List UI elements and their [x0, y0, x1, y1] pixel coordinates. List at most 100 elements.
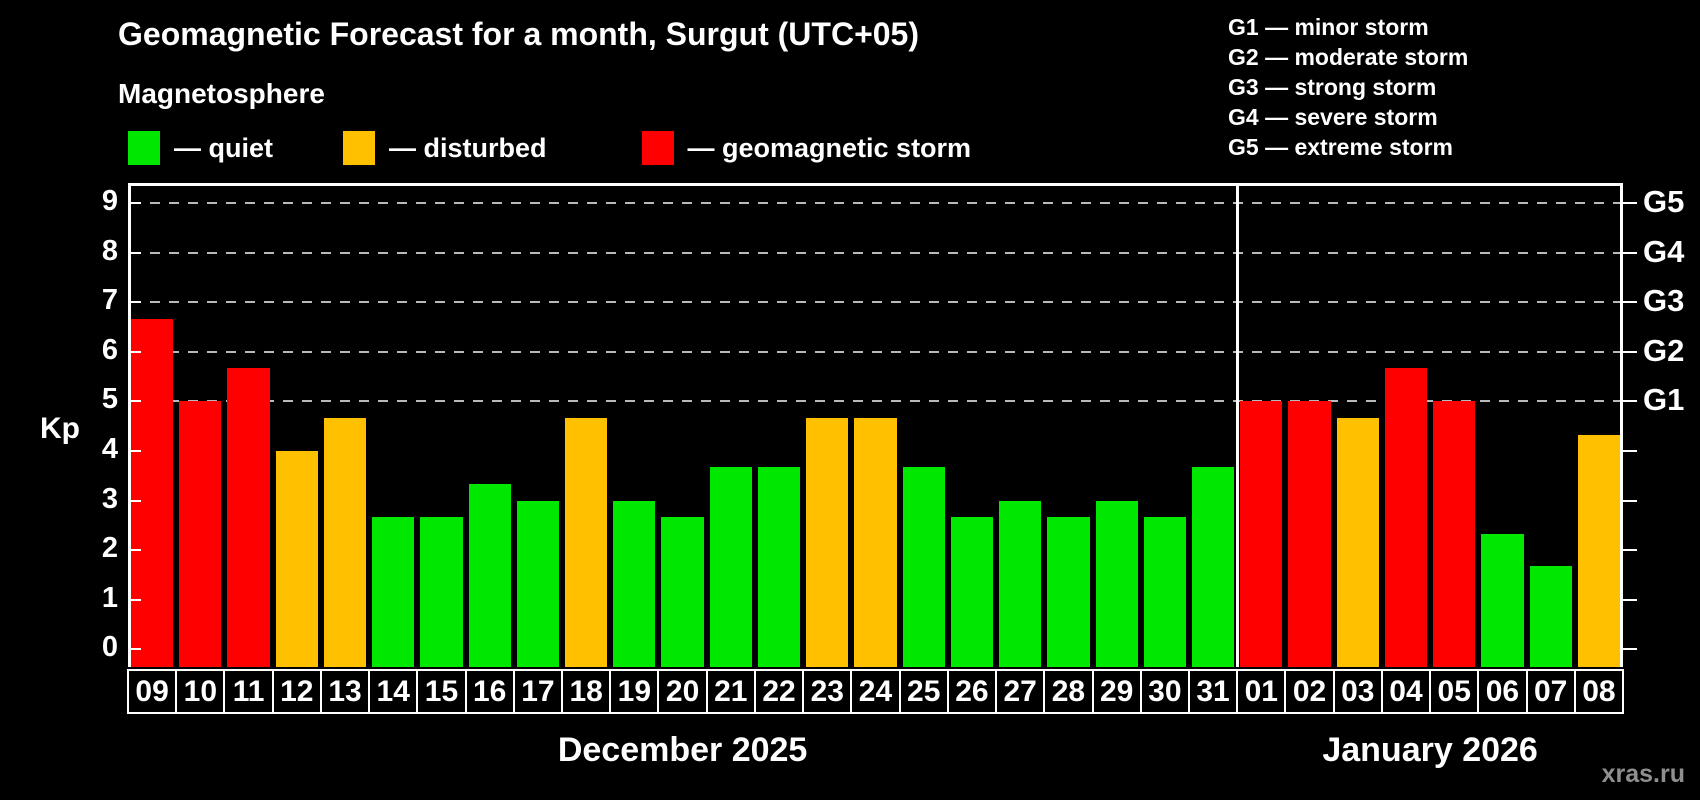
- kp-bar-01: [1240, 401, 1283, 667]
- y-tick-label-3: 3: [101, 482, 118, 515]
- gridline-kp-7: [131, 301, 1620, 304]
- day-label-05: 05: [1429, 669, 1480, 714]
- day-label-31: 31: [1187, 669, 1239, 714]
- kp-bar-27: [999, 500, 1042, 667]
- gridline-kp-8: [131, 251, 1620, 254]
- day-label-11: 11: [223, 669, 274, 714]
- right-axis-tick-7: [1623, 301, 1637, 304]
- day-label-02: 02: [1284, 669, 1335, 714]
- kp-bar-20: [661, 516, 704, 667]
- g-scale-legend-item: G1 — minor storm: [1228, 14, 1429, 40]
- kp-bar-24: [854, 417, 897, 667]
- right-axis-tick-9: [1623, 202, 1637, 205]
- kp-bar-17: [516, 500, 560, 667]
- g-scale-legend-item: G3 — strong storm: [1228, 74, 1437, 100]
- day-label-18: 18: [561, 669, 612, 714]
- kp-bar-04: [1384, 368, 1428, 667]
- day-label-17: 17: [512, 669, 564, 714]
- y-tick-label-7: 7: [101, 284, 118, 317]
- kp-bar-30: [1143, 516, 1186, 667]
- kp-bar-07: [1529, 566, 1572, 667]
- kp-bar-03: [1336, 417, 1379, 667]
- day-label-23: 23: [802, 669, 853, 714]
- kp-bar-29: [1095, 500, 1138, 667]
- kp-bar-26: [950, 516, 994, 667]
- disturbed-color-swatch: [343, 131, 375, 165]
- right-axis-tick-5: [1623, 400, 1637, 403]
- y-tick-label-4: 4: [101, 433, 118, 465]
- day-label-29: 29: [1091, 669, 1142, 714]
- right-axis-tick-8: [1623, 251, 1637, 254]
- right-axis-label-G4: G4: [1643, 233, 1685, 269]
- kp-bar-08: [1577, 434, 1620, 667]
- kp-bar-28: [1047, 516, 1090, 667]
- y-tick-label-2: 2: [101, 532, 118, 565]
- day-label-16: 16: [464, 669, 515, 714]
- day-label-26: 26: [946, 669, 998, 714]
- gridline-kp-5: [131, 400, 1620, 403]
- y-axis-tick-0: [128, 648, 141, 651]
- right-axis-line: [1620, 183, 1623, 667]
- y-tick-label-8: 8: [101, 234, 118, 267]
- right-axis-tick-2: [1623, 549, 1637, 552]
- kp-bar-05: [1433, 401, 1476, 667]
- day-label-27: 27: [995, 669, 1046, 714]
- day-label-22: 22: [753, 669, 805, 714]
- y-tick-label-1: 1: [101, 581, 118, 614]
- g-scale-legend-item: G5 — extreme storm: [1228, 134, 1453, 160]
- day-label-21: 21: [705, 669, 756, 714]
- kp-bar-02: [1288, 401, 1331, 667]
- right-axis-label-G2: G2: [1643, 332, 1685, 368]
- kp-bar-13: [323, 417, 367, 667]
- kp-bar-31: [1191, 467, 1235, 667]
- right-axis-label-G3: G3: [1643, 283, 1685, 319]
- kp-bar-19: [613, 500, 656, 667]
- y-tick-label-5: 5: [101, 383, 118, 416]
- kp-bar-10: [179, 401, 222, 667]
- gridline-kp-9: [131, 202, 1620, 205]
- plot-area: [128, 183, 1623, 667]
- right-axis-tick-0: [1623, 648, 1637, 651]
- y-axis-tick-3: [128, 499, 141, 502]
- kp-bar-16: [468, 484, 511, 667]
- day-label-08: 08: [1573, 669, 1624, 714]
- kp-bar-11: [227, 368, 270, 667]
- watermark: xras.ru: [1601, 760, 1685, 788]
- y-axis-tick-1: [128, 598, 141, 601]
- g-scale-legend-item: G2 — moderate storm: [1228, 44, 1469, 70]
- gridline-kp-6: [131, 350, 1620, 353]
- y-axis-tick-6: [128, 350, 141, 353]
- day-label-09: 09: [127, 669, 178, 714]
- legend-item-quiet: — quiet: [128, 131, 273, 165]
- legend-label-disturbed: — disturbed: [389, 132, 547, 163]
- day-label-24: 24: [850, 669, 901, 714]
- kp-bar-12: [275, 451, 318, 667]
- day-label-12: 12: [271, 669, 322, 714]
- chart-title: Geomagnetic Forecast for a month, Surgut…: [118, 16, 919, 52]
- right-axis-tick-4: [1623, 450, 1637, 452]
- month-label-0: December 2025: [557, 731, 808, 769]
- y-axis-title: Kp: [40, 412, 80, 445]
- kp-bar-22: [757, 467, 801, 667]
- y-axis-tick-5: [128, 400, 141, 403]
- magnetosphere-label: Magnetosphere: [118, 78, 325, 109]
- kp-bar-06: [1481, 533, 1524, 667]
- day-label-30: 30: [1139, 669, 1190, 714]
- day-label-28: 28: [1043, 669, 1094, 714]
- y-tick-label-6: 6: [101, 333, 118, 366]
- day-label-01: 01: [1236, 669, 1287, 714]
- status-legend: — quiet — disturbed — geomagnetic storm: [128, 130, 971, 166]
- kp-bar-09: [131, 318, 174, 667]
- y-axis-tick-2: [128, 549, 141, 552]
- right-axis-tick-1: [1623, 598, 1637, 601]
- month-label-1: January 2026: [1322, 731, 1538, 769]
- day-label-04: 04: [1380, 669, 1432, 714]
- y-axis-tick-9: [128, 202, 141, 205]
- y-tick-label-9: 9: [101, 185, 118, 218]
- kp-bar-14: [372, 516, 415, 667]
- day-label-03: 03: [1332, 669, 1383, 714]
- quiet-color-swatch: [128, 131, 160, 165]
- day-label-14: 14: [368, 669, 419, 714]
- day-label-10: 10: [175, 669, 226, 714]
